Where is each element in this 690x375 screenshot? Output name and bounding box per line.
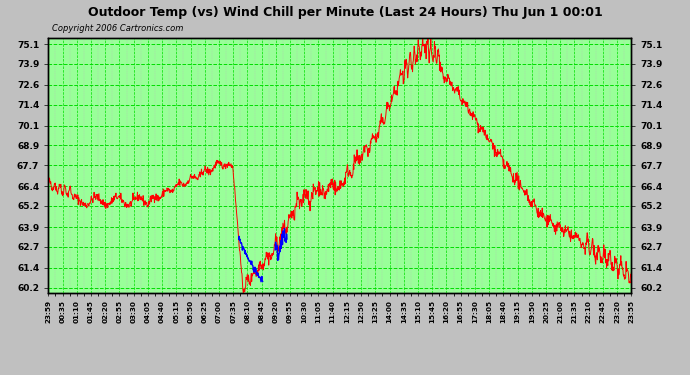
Text: Outdoor Temp (vs) Wind Chill per Minute (Last 24 Hours) Thu Jun 1 00:01: Outdoor Temp (vs) Wind Chill per Minute … xyxy=(88,6,602,19)
Text: Copyright 2006 Cartronics.com: Copyright 2006 Cartronics.com xyxy=(52,24,183,33)
